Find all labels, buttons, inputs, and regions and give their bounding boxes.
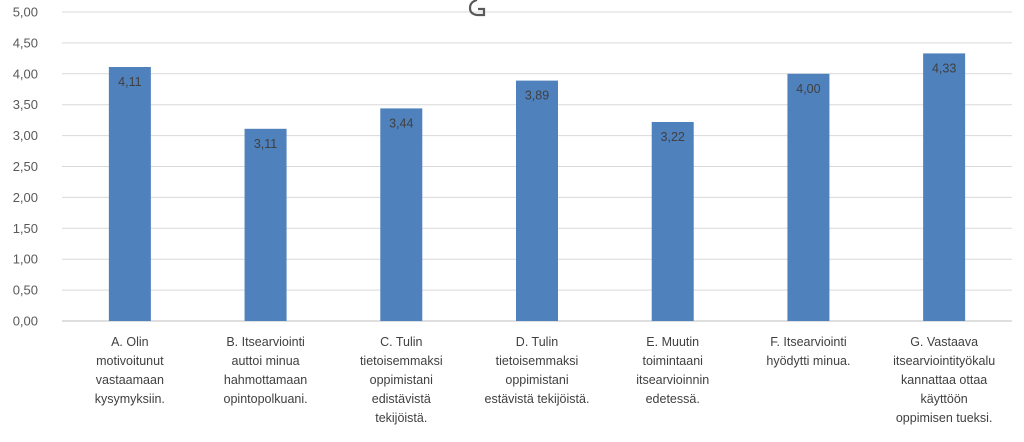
y-tick-label: 2,50 xyxy=(13,159,38,174)
category-label: kysymyksiin. xyxy=(95,392,165,406)
bar xyxy=(923,53,966,321)
y-tick-label: 0,00 xyxy=(13,314,38,329)
data-label: 3,22 xyxy=(661,130,685,144)
chart-title-area xyxy=(468,0,486,17)
data-label: 3,11 xyxy=(254,137,277,151)
y-tick-label: 2,00 xyxy=(13,190,38,205)
category-label: E. Muutin xyxy=(646,335,699,349)
data-label: 4,00 xyxy=(796,82,820,96)
category-label: B. Itsearviointi xyxy=(226,335,305,349)
bars xyxy=(108,53,966,322)
bar xyxy=(108,67,151,321)
category-label: D. Tulin xyxy=(516,335,558,349)
data-label: 4,33 xyxy=(932,61,956,75)
category-labels: A. Olin motivoitunut vastaamaan kysymyksiin… xyxy=(95,335,995,425)
y-tick-label: 1,50 xyxy=(13,221,38,236)
category-label: estävistä tekijöistä. xyxy=(485,392,590,406)
category-label: itsearvioinnin xyxy=(636,373,709,387)
title-fragment-glyph xyxy=(468,0,486,17)
category-label: auttoi minua xyxy=(232,354,300,368)
data-label: 3,89 xyxy=(525,89,549,103)
y-axis: 0,00 0,50 1,00 1,50 2,00 2,50 3,00 3,50 4,00 4,50… xyxy=(13,5,38,329)
category-label: kannattaa ottaa xyxy=(901,373,987,387)
category-label: edistävistä xyxy=(372,392,431,406)
y-tick-label: 0,50 xyxy=(13,283,38,298)
category-label: itsearviointityökalu xyxy=(893,354,995,368)
category-label: F. Itsearviointi xyxy=(770,335,846,349)
data-labels: 4,11 3,11 3,44 3,89 3,22 4,00 4,33 xyxy=(118,61,956,150)
bar xyxy=(244,128,287,321)
category-label: hahmottamaan xyxy=(224,373,307,387)
category-label: oppimistani xyxy=(505,373,568,387)
category-label: oppimistani xyxy=(370,373,433,387)
y-tick-label: 3,00 xyxy=(13,128,38,143)
data-label: 4,11 xyxy=(118,75,141,89)
category-label: motivoitunut xyxy=(96,354,164,368)
category-label: vastaamaan xyxy=(96,373,164,387)
category-label: C. Tulin xyxy=(380,335,422,349)
y-tick-label: 4,00 xyxy=(13,66,38,81)
y-tick-label: 4,50 xyxy=(13,35,38,50)
bar xyxy=(651,122,694,321)
data-label: 3,44 xyxy=(389,116,413,130)
y-tick-label: 5,00 xyxy=(13,5,38,20)
category-label: oppimisen tueksi. xyxy=(896,411,993,425)
bar xyxy=(380,108,423,322)
category-label: G. Vastaava xyxy=(910,335,978,349)
category-label: tekijöistä. xyxy=(375,411,427,425)
bar xyxy=(516,80,558,322)
category-label: edetessä. xyxy=(646,392,700,406)
category-label: hyödytti minua. xyxy=(766,354,850,368)
y-tick-label: 3,50 xyxy=(13,97,38,112)
category-label: tietoisemmaksi xyxy=(496,354,579,368)
category-label: tietoisemmaksi xyxy=(360,354,443,368)
category-label: opintopolkuani. xyxy=(224,392,308,406)
bar xyxy=(787,73,830,321)
category-label: käyttöön xyxy=(921,392,968,406)
y-tick-label: 1,00 xyxy=(13,252,38,267)
category-label: toimintaani xyxy=(642,354,702,368)
category-label: A. Olin xyxy=(111,335,149,349)
